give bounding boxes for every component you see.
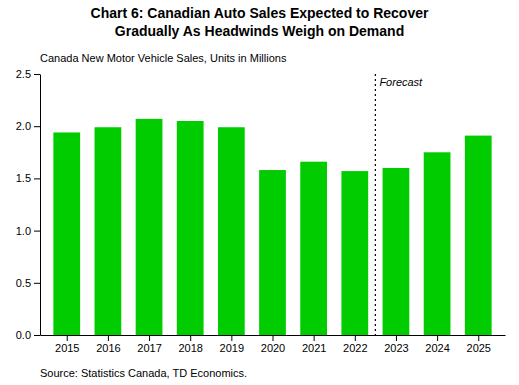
x-tick-label: 2019 — [220, 342, 244, 354]
x-tick-label: 2025 — [467, 342, 491, 354]
forecast-label: Forecast — [379, 76, 423, 88]
chart: Chart 6: Canadian Auto Sales Expected to… — [0, 0, 519, 385]
y-tick-mark — [34, 178, 40, 179]
x-tick-label: 2015 — [55, 342, 79, 354]
x-tick-label: 2023 — [384, 342, 408, 354]
x-tick-label: 2020 — [261, 342, 285, 354]
x-tick-mark — [149, 335, 150, 341]
y-tick-label: 0.5 — [16, 277, 31, 289]
subtitle: Canada New Motor Vehicle Sales, Units in… — [40, 52, 287, 64]
x-tick-label: 2017 — [137, 342, 161, 354]
annotations: Forecast — [379, 76, 423, 88]
x-axis: 2015 2016 2017 2018 2019 2020 2021 2022 2023 2024… — [41, 335, 506, 354]
bar — [341, 171, 368, 335]
x-tick: 2025 — [467, 335, 491, 354]
y-tick-label: 0.0 — [16, 329, 31, 341]
y-tick-label: 2.0 — [16, 120, 31, 132]
y-tick-mark — [34, 231, 40, 232]
y-tick-label: 2.5 — [16, 68, 31, 80]
x-tick-label: 2024 — [425, 342, 449, 354]
forecast-line — [375, 74, 376, 335]
y-axis: 0.0 0.5 1.0 1.5 2.0 2.5 — [16, 68, 41, 341]
bar — [53, 132, 80, 335]
x-tick-label: 2018 — [178, 342, 202, 354]
x-tick-mark — [437, 335, 438, 341]
bar — [259, 170, 286, 335]
bar — [383, 168, 410, 335]
x-tick-label: 2022 — [343, 342, 367, 354]
y-tick-mark — [34, 74, 40, 75]
y-tick-label: 1.5 — [16, 172, 31, 184]
y-tick: 2.0 — [16, 120, 40, 132]
title: Chart 6: Canadian Auto Sales Expected to… — [91, 5, 429, 21]
x-tick-mark — [273, 335, 274, 341]
y-tick: 0.5 — [16, 277, 40, 289]
x-tick: 2021 — [302, 335, 326, 354]
bar — [465, 136, 492, 335]
x-tick: 2018 — [178, 335, 202, 354]
source: Source: Statistics Canada, TD Economics. — [40, 367, 247, 379]
y-tick-mark — [34, 335, 40, 336]
x-tick: 2016 — [96, 335, 120, 354]
x-tick: 2020 — [261, 335, 285, 354]
bar — [95, 127, 122, 335]
x-tick-mark — [67, 335, 68, 341]
x-tick-mark — [396, 335, 397, 341]
x-tick-mark — [108, 335, 109, 341]
x-tick-mark — [478, 335, 479, 341]
x-tick-mark — [314, 335, 315, 341]
x-tick: 2017 — [137, 335, 161, 354]
x-tick: 2024 — [425, 335, 449, 354]
bar — [177, 121, 204, 335]
bar — [218, 127, 245, 335]
bar — [300, 162, 327, 335]
x-tick-mark — [190, 335, 191, 341]
bar — [424, 152, 451, 335]
y-tick: 2.5 — [16, 68, 40, 80]
x-tick: 2019 — [220, 335, 244, 354]
x-tick-label: 2016 — [96, 342, 120, 354]
title: Gradually As Headwinds Weigh on Demand — [115, 23, 404, 39]
x-tick: 2015 — [55, 335, 79, 354]
bar — [136, 119, 163, 335]
y-tick: 1.5 — [16, 172, 40, 184]
y-tick-label: 1.0 — [16, 225, 31, 237]
y-axis-line — [40, 75, 41, 336]
y-tick: 0.0 — [16, 329, 40, 341]
y-tick: 1.0 — [16, 225, 40, 237]
x-tick: 2022 — [343, 335, 367, 354]
y-tick-mark — [34, 283, 40, 284]
y-tick-mark — [34, 126, 40, 127]
plot: Forecast 2015 2016 2017 2018 2019 2020 2021 2022… — [16, 68, 506, 354]
marks — [53, 74, 491, 335]
x-tick-mark — [355, 335, 356, 341]
x-tick-label: 2021 — [302, 342, 326, 354]
x-tick: 2023 — [384, 335, 408, 354]
x-tick-mark — [231, 335, 232, 341]
